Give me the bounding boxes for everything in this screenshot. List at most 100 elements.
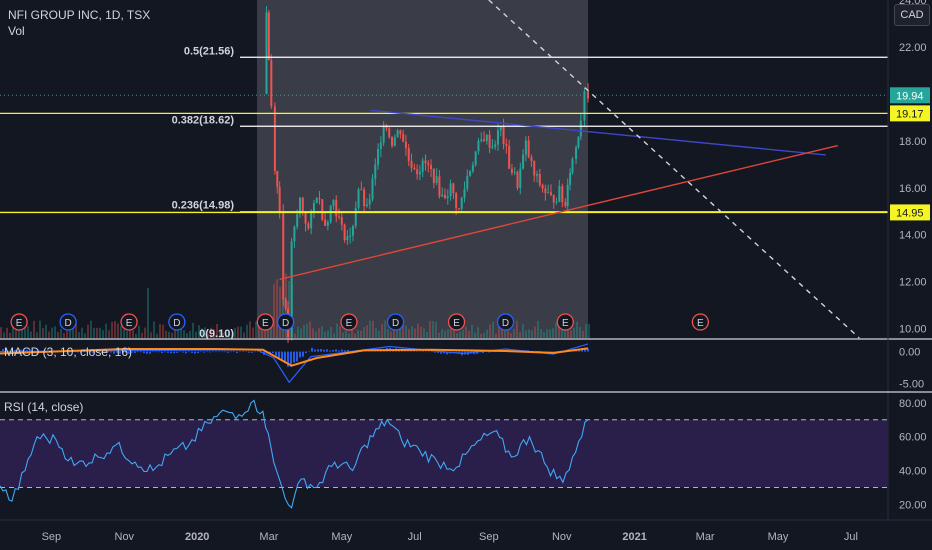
- volume-bar: [132, 330, 134, 338]
- currency-button[interactable]: CAD: [894, 4, 930, 26]
- macd-histogram-bar: [176, 351, 178, 353]
- candle-body: [502, 126, 505, 144]
- volume-bar: [72, 325, 74, 338]
- event-marker-label: D: [65, 318, 72, 329]
- price-axis-tick: 12.00: [899, 277, 927, 289]
- time-axis-tick: Mar: [696, 531, 715, 543]
- fib-level-label: 0(9.10): [199, 328, 234, 340]
- macd-histogram-bar: [200, 351, 202, 353]
- volume-bar: [468, 330, 470, 338]
- volume-bar: [105, 323, 107, 338]
- dividend-marker: [276, 313, 295, 331]
- volume-bar: [60, 329, 62, 338]
- macd-histogram-bar: [368, 351, 370, 353]
- event-marker-label: D: [173, 318, 180, 329]
- volume-bar: [174, 326, 176, 338]
- fib-level-label: 0.236(14.98): [172, 200, 235, 212]
- candle-body: [583, 91, 586, 121]
- volume-bar: [42, 328, 44, 338]
- candle-body: [577, 136, 580, 148]
- macd-histogram-bar: [116, 351, 118, 353]
- candle-body: [377, 149, 380, 165]
- candle-body: [298, 197, 301, 215]
- candle-body: [307, 223, 310, 229]
- macd-histogram-bar: [239, 351, 241, 353]
- fib-level-label: 0.5(21.56): [184, 45, 234, 57]
- candle-body: [533, 161, 536, 176]
- volume-bar: [294, 333, 296, 338]
- time-axis-tick: Nov: [552, 531, 572, 543]
- volume-bar: [99, 327, 101, 338]
- candle-body: [455, 193, 458, 209]
- candle-body: [351, 226, 354, 236]
- volume-bar: [321, 326, 323, 338]
- candle-body: [547, 192, 550, 194]
- macd-histogram-bar: [326, 349, 328, 352]
- price-axis-tick: 10.00: [899, 324, 927, 336]
- volume-bar: [240, 326, 242, 338]
- earnings-marker: [447, 313, 466, 331]
- candle-body: [293, 226, 296, 242]
- volume-bar: [426, 332, 428, 338]
- macd-histogram-bar: [248, 351, 250, 353]
- volume-bar: [207, 333, 209, 338]
- macd-histogram-bar: [344, 350, 346, 352]
- candle-body: [382, 125, 385, 143]
- volume-bar: [510, 333, 512, 338]
- candle-body: [488, 134, 491, 148]
- macd-histogram-bar: [341, 349, 343, 352]
- candle-body: [396, 130, 399, 138]
- volume-bar: [522, 324, 524, 338]
- rsi-title: RSI (14, close): [4, 400, 83, 414]
- macd-histogram-bar: [236, 351, 238, 353]
- volume-bar: [144, 327, 146, 338]
- macd-histogram-bar: [437, 351, 439, 354]
- volume-bar: [492, 321, 494, 338]
- candle-body: [558, 186, 561, 202]
- volume-bar: [150, 332, 152, 338]
- macd-histogram-bar: [188, 351, 190, 353]
- macd-pane[interactable]: 0.00 -5.00: [0, 343, 932, 393]
- candle-body: [496, 130, 499, 145]
- macd-histogram-bar: [137, 351, 139, 353]
- dividend-marker: [59, 313, 77, 331]
- volume-bar: [546, 329, 548, 338]
- candle-body: [508, 145, 511, 169]
- rsi-axis-tick: 40.00: [899, 466, 927, 478]
- macd-histogram-bar: [173, 351, 175, 354]
- macd-histogram-bar: [170, 351, 172, 354]
- volume-bar: [183, 330, 185, 338]
- candle-body: [407, 147, 410, 161]
- volume-bar: [237, 326, 239, 338]
- candle-body: [480, 139, 483, 141]
- volume-bar: [75, 323, 77, 338]
- volume-bar: [129, 324, 131, 338]
- price-pane[interactable]: 10.00 12.00 14.00 16.00 18.00 20.00 22.00 24.00…: [0, 0, 932, 520]
- macd-histogram-bar: [215, 351, 217, 353]
- macd-histogram-bar: [158, 351, 160, 353]
- volume-bar: [12, 325, 14, 338]
- time-axis: Sep Nov 2020 Mar May Jul Sep Nov 2021 Mar May Jul: [42, 531, 858, 543]
- candle-body: [457, 208, 460, 210]
- macd-histogram-bar: [107, 351, 109, 353]
- volume-bar: [111, 321, 113, 338]
- macd-histogram-bar: [227, 351, 229, 353]
- macd-histogram-bar: [284, 351, 286, 364]
- volume-bar: [393, 325, 395, 338]
- volume-bar: [408, 329, 410, 338]
- volume-bar: [63, 332, 65, 338]
- macd-histogram-bar: [206, 351, 208, 353]
- volume-bar: [243, 332, 245, 338]
- volume-bar: [477, 327, 479, 338]
- candle-body: [524, 140, 527, 155]
- volume-bar: [252, 327, 254, 338]
- volume-bar: [9, 332, 11, 338]
- macd-histogram-bar: [488, 351, 490, 353]
- rsi-pane[interactable]: 80.00 60.00 40.00 20.00: [0, 398, 932, 521]
- rsi-band: [0, 419, 888, 488]
- volume-bar: [189, 330, 191, 338]
- volume-bar: [231, 333, 233, 338]
- time-axis-tick: Jul: [844, 531, 858, 543]
- macd-histogram-bar: [233, 351, 235, 352]
